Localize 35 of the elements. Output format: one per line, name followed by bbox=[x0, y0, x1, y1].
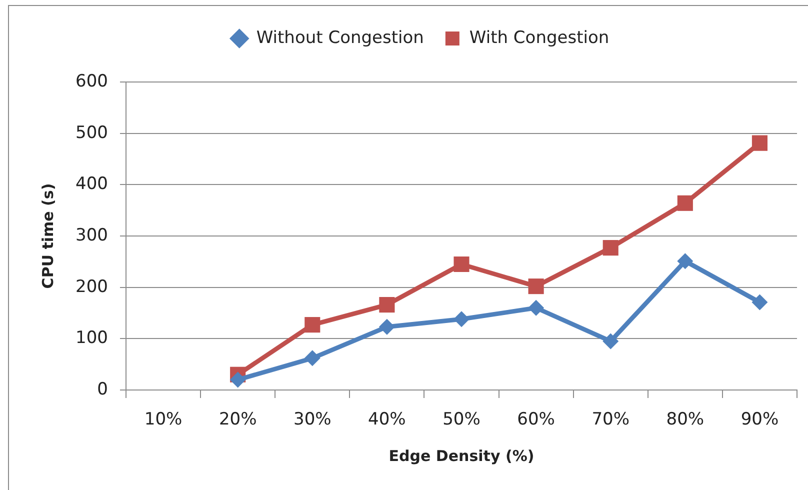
point bbox=[304, 317, 320, 333]
y-axis-title: CPU time (s) bbox=[38, 183, 57, 289]
y-tick-label: 500 bbox=[76, 122, 108, 143]
point bbox=[230, 372, 246, 388]
x-tick-label: 40% bbox=[368, 410, 406, 430]
point bbox=[304, 350, 320, 366]
x-tick-label: 70% bbox=[592, 410, 630, 430]
x-tick-label: 50% bbox=[442, 410, 480, 430]
point bbox=[454, 256, 470, 272]
legend-label: Without Congestion bbox=[256, 28, 424, 48]
y-tick-label: 300 bbox=[76, 225, 108, 246]
point bbox=[379, 297, 395, 313]
y-tick-label: 100 bbox=[76, 328, 108, 348]
point bbox=[528, 278, 544, 294]
x-tick-label: 30% bbox=[293, 410, 332, 430]
x-tick-label: 60% bbox=[517, 410, 555, 430]
point bbox=[378, 318, 395, 335]
y-tick-label: 400 bbox=[76, 174, 108, 194]
point bbox=[454, 311, 470, 328]
point bbox=[602, 240, 618, 256]
point bbox=[528, 300, 544, 316]
point bbox=[677, 195, 693, 211]
x-axis-title: Edge Density (%) bbox=[388, 446, 534, 465]
x-tick-label: 20% bbox=[218, 410, 257, 430]
point bbox=[752, 294, 768, 310]
y-tick-label: 0 bbox=[97, 379, 108, 400]
y-tick-label: 600 bbox=[76, 71, 108, 92]
point bbox=[677, 253, 694, 270]
x-tick-label: 90% bbox=[740, 410, 779, 430]
x-tick-label: 80% bbox=[666, 410, 704, 430]
point bbox=[752, 135, 768, 151]
y-tick-label: 200 bbox=[76, 276, 108, 297]
x-tick-label: 10% bbox=[144, 410, 182, 430]
point bbox=[602, 333, 619, 350]
legend-label: With Congestion bbox=[469, 28, 610, 48]
